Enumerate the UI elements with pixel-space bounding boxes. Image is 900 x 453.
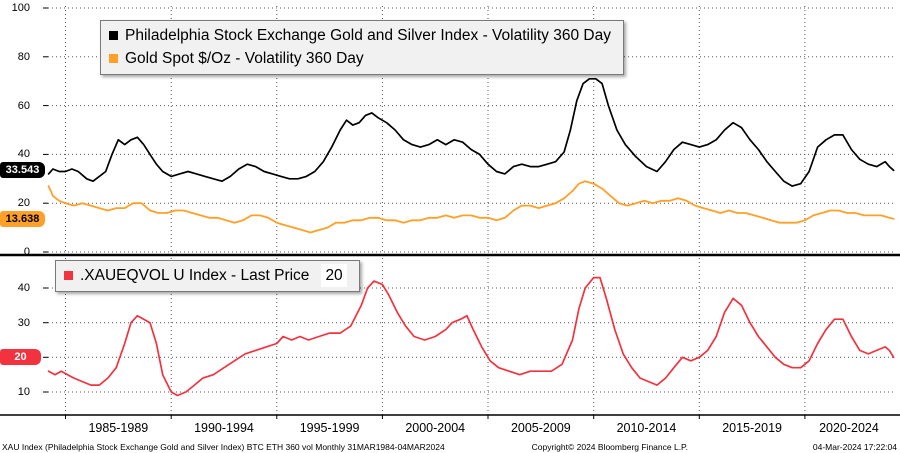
y-tick-label: 10 <box>17 386 30 398</box>
gold-series-marker-icon <box>109 54 118 63</box>
y-tick-label: 100 <box>11 2 30 14</box>
xau-last-value-badge: 33.543 <box>0 162 45 179</box>
x-axis-period-label: 1985-1989 <box>88 421 149 435</box>
x-axis-period-label: 2015-2019 <box>722 421 782 435</box>
legend-item-xaueqvol[interactable]: .XAUEQVOL U Index - Last Price 20 <box>64 264 347 287</box>
legend-top-panel[interactable]: Philadelphia Stock Exchange Gold and Sil… <box>100 20 624 75</box>
xaueqvol-series-marker-icon <box>64 271 73 280</box>
y-tick-label: 0 <box>23 246 30 258</box>
x-axis-period-label: 2020-2024 <box>819 421 879 435</box>
xau-series-marker-icon <box>109 31 118 40</box>
gold-last-value-badge: 13.638 <box>0 210 45 227</box>
footer-copyright: Copyright© 2024 Bloomberg Finance L.P. <box>531 442 688 452</box>
x-axis-period-label: 1990-1994 <box>194 421 254 435</box>
y-tick-label: 40 <box>17 148 30 161</box>
y-tick-label: 80 <box>17 50 30 63</box>
y-tick-label: 40 <box>17 282 30 294</box>
legend-item-gold-spot[interactable]: Gold Spot $/Oz - Volatility 360 Day <box>109 47 611 70</box>
y-tick-label: 20 <box>17 197 30 210</box>
legend-item-xau-index[interactable]: Philadelphia Stock Exchange Gold and Sil… <box>109 24 611 47</box>
xaueqvol-last-value-badge: 20 <box>0 349 41 366</box>
gold-series-label: Gold Spot $/Oz - Volatility 360 Day <box>125 50 364 67</box>
x-axis-period-label: 2005-2009 <box>510 421 571 435</box>
x-axis-period-label: 2000-2004 <box>405 421 466 435</box>
y-tick-label: 60 <box>17 99 30 112</box>
legend-bottom-panel[interactable]: .XAUEQVOL U Index - Last Price 20 <box>55 260 360 292</box>
xau-series-label: Philadelphia Stock Exchange Gold and Sil… <box>125 27 611 44</box>
xaueqvol-series-label: .XAUEQVOL U Index - Last Price <box>80 267 310 284</box>
x-axis-period-label: 1995-1999 <box>299 421 360 435</box>
xaueqvol-last-price-value: 20 <box>321 264 347 287</box>
x-axis-period-label: 2010-2014 <box>616 421 677 435</box>
y-tick-label: 30 <box>17 316 30 329</box>
footer-chart-description: XAU Index (Philadelphia Stock Exchange G… <box>2 442 445 452</box>
footer-datetime: 04-Mar-2024 17:22:04 <box>812 442 897 452</box>
